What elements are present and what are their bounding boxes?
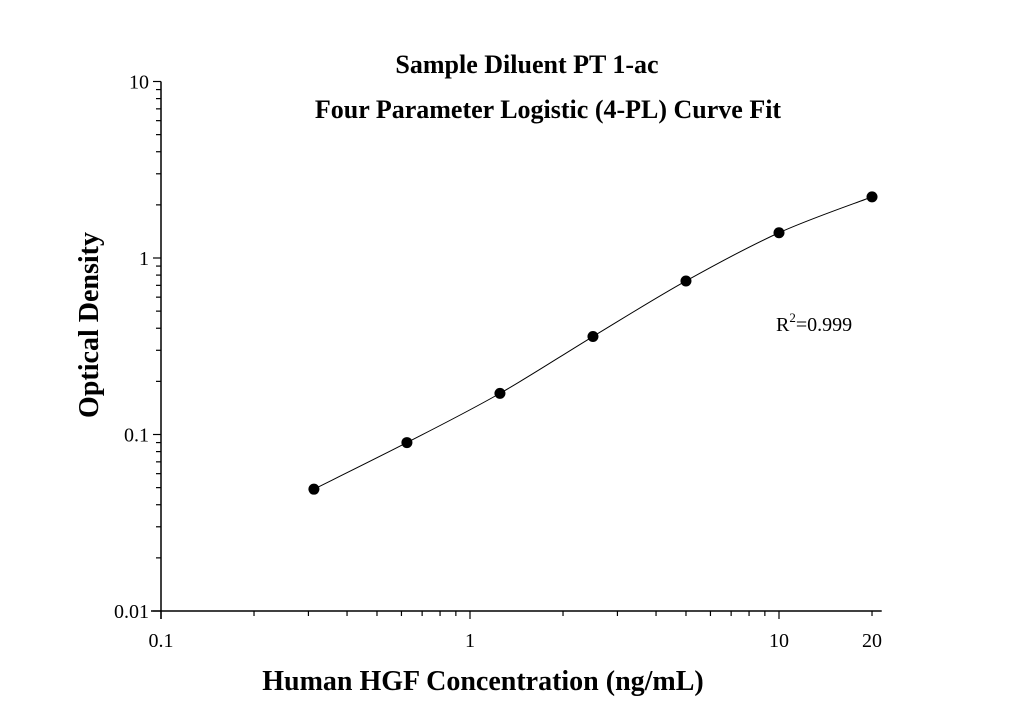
y-tick-label: 10 — [129, 72, 149, 94]
data-point — [866, 191, 878, 203]
data-point — [680, 275, 692, 287]
axes — [151, 80, 882, 619]
x-tick-label: 10 — [769, 630, 789, 652]
x-tick-label: 20 — [862, 630, 882, 652]
data-point — [308, 483, 320, 495]
data-point — [494, 387, 506, 399]
y-tick-label: 1 — [139, 248, 149, 270]
data-point — [773, 227, 785, 239]
data-point — [401, 437, 413, 449]
chart-title-line-2: Four Parameter Logistic (4-PL) Curve Fit — [315, 95, 782, 124]
y-axis-label: Optical Density — [74, 232, 105, 418]
fit-curve — [313, 196, 873, 490]
y-tick-label: 0.1 — [124, 425, 149, 447]
x-tick-label: 0.1 — [149, 630, 174, 652]
y-tick-label: 0.01 — [114, 601, 149, 623]
r-squared-annotation: R2=0.999 — [776, 310, 852, 336]
x-axis-label: Human HGF Concentration (ng/mL) — [262, 666, 704, 697]
data-points — [308, 191, 878, 495]
chart-title-line-1: Sample Diluent PT 1-ac — [395, 50, 658, 79]
x-tick-label: 1 — [465, 630, 475, 652]
data-point — [587, 331, 599, 343]
